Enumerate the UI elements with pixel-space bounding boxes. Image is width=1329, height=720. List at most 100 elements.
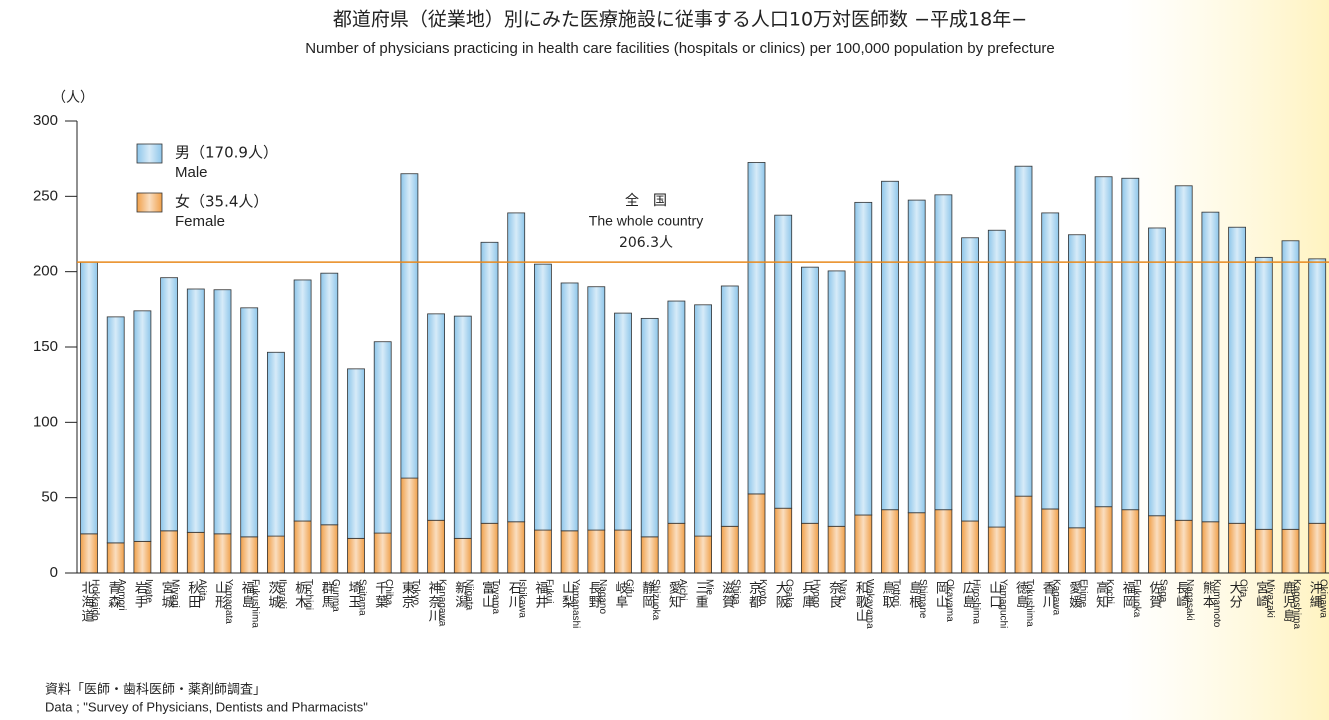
legend-label: 女（35.4人） — [175, 193, 268, 211]
bar-segment — [640, 317, 659, 538]
x-tick-label-en: Shizuoka — [650, 579, 661, 621]
x-tick-label: 福井 — [532, 581, 548, 609]
y-tick-label: 200 — [33, 263, 58, 280]
x-tick-label-en: Yamaguchi — [997, 579, 1008, 628]
x-tick-label-en: Okinawa — [1318, 579, 1329, 618]
x-tick-label-en: Miyazaki — [1264, 579, 1275, 618]
x-tick-label: 石川 — [506, 581, 522, 609]
x-tick-label-en: Hiroshima — [971, 579, 982, 624]
x-tick-label-en: Fukui — [543, 579, 554, 603]
x-tick-label: 兵庫 — [799, 581, 815, 609]
x-tick-label-en: Nagano — [597, 579, 608, 614]
bar-segment — [1201, 211, 1220, 523]
x-tick-label: 愛知 — [666, 581, 682, 609]
x-tick-label-en: Shimane — [917, 579, 928, 619]
bar-segment — [80, 261, 98, 535]
bar-segment — [507, 521, 526, 574]
chart-title: 都道府県（従業地）別にみた医療施設に従事する人口10万対医師数 −平成18年− — [333, 9, 1027, 31]
bar-segment — [186, 288, 205, 533]
bar-segment — [614, 312, 632, 531]
x-tick-label-en: Gifu — [624, 579, 635, 597]
y-tick-label: 0 — [50, 564, 58, 581]
x-tick-label: 広島 — [960, 581, 976, 609]
x-tick-label-en: Ehime — [1077, 579, 1088, 608]
x-tick-label-en: Kagawa — [1051, 579, 1062, 616]
x-tick-label-en: Hokkaido — [90, 579, 101, 621]
x-tick-label-en: Saga — [1158, 579, 1169, 603]
x-tick-label-en: Aichi — [677, 579, 688, 601]
x-tick-label-en: Nara — [837, 579, 848, 601]
x-tick-label-en: Kagoshima — [1291, 579, 1302, 629]
x-tick-label-en: Kochi — [1104, 579, 1115, 604]
bar-segment — [1014, 165, 1033, 497]
bar-segment — [106, 542, 125, 574]
bar-segment — [694, 535, 712, 574]
bar-segment — [1148, 227, 1166, 517]
x-tick-label: 和歌山 — [853, 581, 869, 623]
legend-label-en: Male — [175, 164, 208, 181]
x-tick-label: 宮崎 — [1253, 580, 1269, 609]
x-tick-label-en: Fukushima — [250, 579, 261, 628]
bar-segment — [1254, 528, 1273, 574]
bar-segment — [453, 315, 472, 539]
x-tick-label-en: Tottori — [891, 579, 902, 606]
x-tick-label-en: Kumamoto — [1211, 579, 1222, 628]
bar-segment — [1308, 258, 1327, 524]
x-tick-label: 福岡 — [1120, 581, 1136, 609]
reference-label-ja: 全 国 — [625, 192, 667, 209]
bar-segment — [240, 307, 259, 538]
x-tick-label-en: Iwate — [143, 579, 154, 603]
bar-segment — [427, 313, 446, 521]
x-tick-label-en: Tokushima — [1024, 579, 1035, 627]
bar-segment — [560, 282, 579, 532]
x-tick-label-en: Kanagawa — [437, 579, 448, 627]
x-tick-label-en: Gunma — [330, 579, 341, 612]
bar-segment — [827, 270, 846, 527]
bar-segment — [640, 536, 659, 574]
bar-segment — [400, 477, 419, 574]
x-tick-label: 神奈川 — [426, 581, 442, 623]
bar-segment — [1094, 506, 1113, 574]
x-tick-label-en: Ishikawa — [517, 579, 528, 618]
bar-segment — [987, 526, 1006, 574]
x-tick-label: 岩手 — [132, 581, 148, 609]
bar-segment — [453, 537, 472, 574]
x-tick-label-en: Oita — [1238, 579, 1249, 598]
bar-segment — [1201, 521, 1220, 574]
legend-swatch — [136, 143, 163, 164]
bar-segment — [854, 201, 873, 516]
bar-segment — [427, 519, 446, 574]
x-tick-label: 愛媛 — [1066, 581, 1082, 609]
x-tick-label: 茨城 — [265, 581, 281, 609]
x-tick-label: 東京 — [399, 580, 415, 609]
bar-segment — [373, 532, 392, 574]
x-tick-label-en: Miyagi — [170, 579, 181, 608]
bar-segment — [373, 341, 392, 534]
x-tick-label-en: Kyoto — [757, 579, 768, 605]
x-tick-label: 奈良 — [826, 581, 842, 609]
bar-segment — [1174, 519, 1193, 574]
y-tick-label: 250 — [33, 187, 58, 204]
x-tick-label: 新潟 — [452, 580, 468, 609]
bar-segment — [1068, 527, 1086, 574]
x-tick-label-en: Fukuoka — [1131, 579, 1142, 618]
x-tick-label: 高知 — [1093, 580, 1109, 609]
bar-segment — [293, 520, 312, 574]
x-tick-label: 福島 — [239, 581, 255, 609]
bar-segment — [240, 536, 259, 574]
bar-segment — [881, 180, 899, 511]
x-tick-label: 熊本 — [1200, 580, 1216, 609]
bar-segment — [560, 530, 579, 574]
x-tick-label: 長崎 — [1173, 581, 1189, 609]
bar-segment — [507, 212, 526, 523]
bar-segment — [160, 277, 179, 532]
x-tick-label: 富山 — [479, 580, 494, 609]
bar-segment — [347, 368, 365, 539]
bar-segment — [1281, 240, 1300, 530]
x-tick-label-en: Chiba — [383, 579, 394, 606]
x-tick-label: 大阪 — [773, 581, 789, 609]
bar-segment — [667, 522, 686, 574]
bar-segment — [907, 199, 926, 514]
bar-segment — [266, 351, 285, 537]
bar-segment — [133, 310, 152, 542]
